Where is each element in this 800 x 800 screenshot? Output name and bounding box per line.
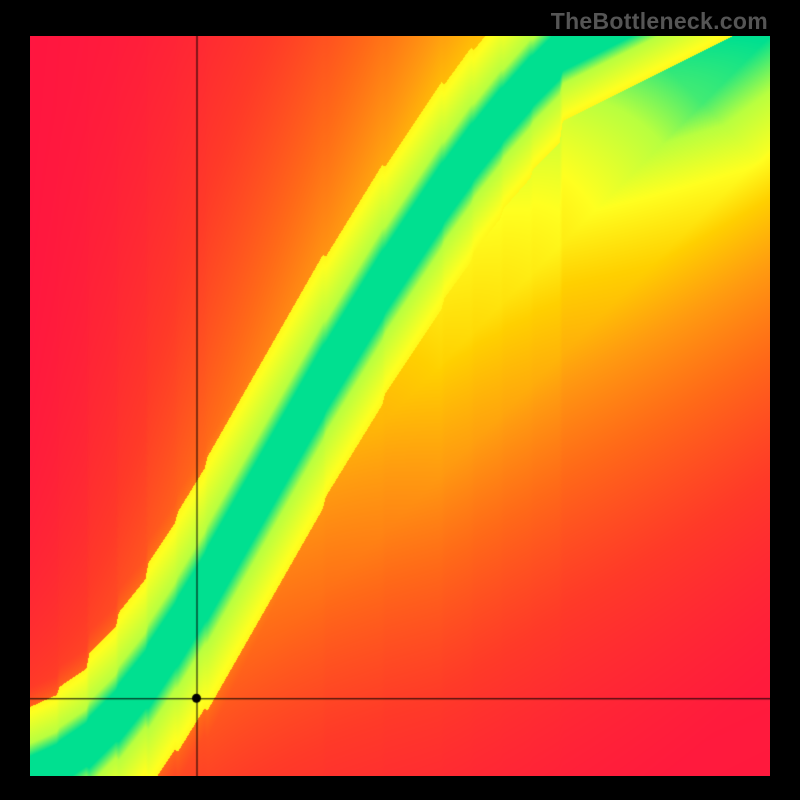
crosshair-overlay [30, 36, 770, 776]
heatmap-plot [30, 36, 770, 776]
watermark-text: TheBottleneck.com [551, 8, 768, 35]
